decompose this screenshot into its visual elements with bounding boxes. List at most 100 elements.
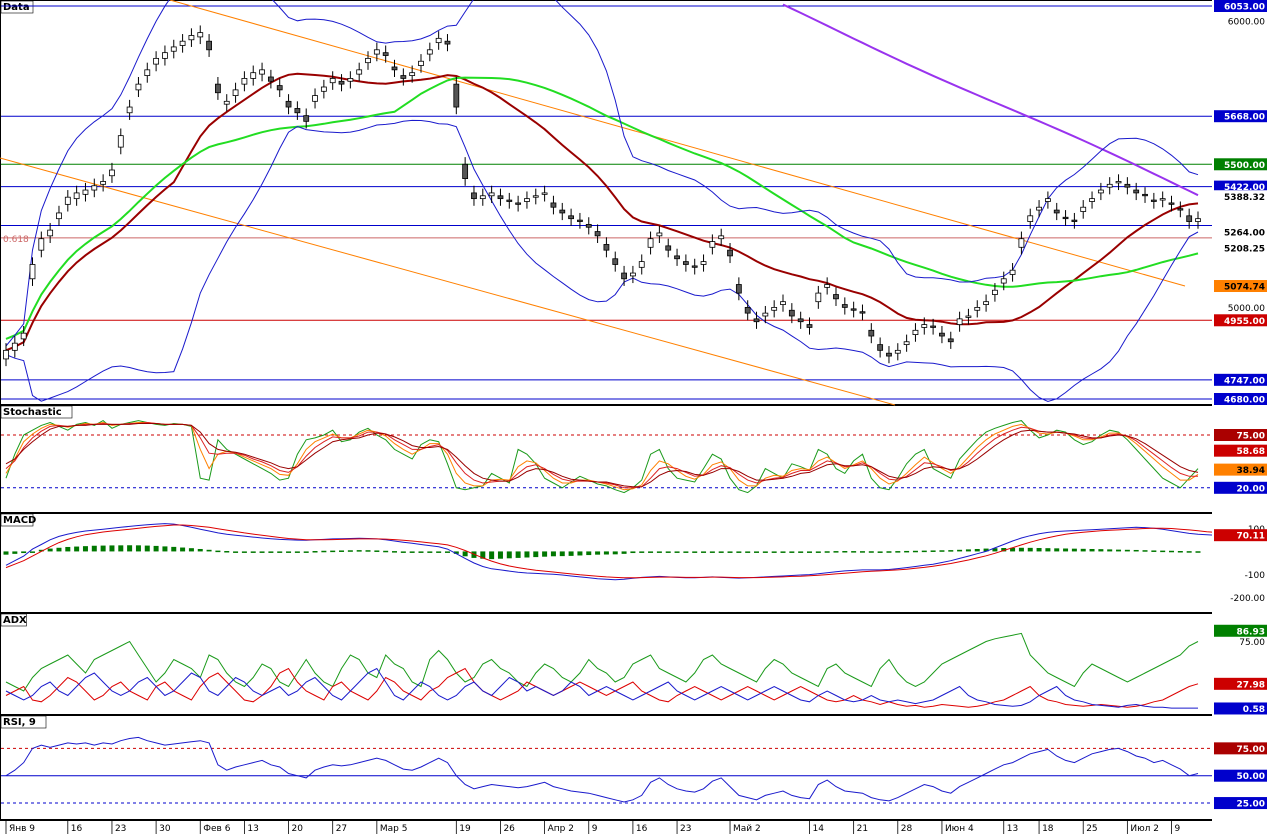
macd-histogram-bar bbox=[506, 551, 512, 559]
price-tag-label: 5074.74 bbox=[1224, 283, 1265, 293]
x-axis-label: 19 bbox=[459, 824, 471, 834]
macd-histogram-bar bbox=[603, 551, 609, 555]
macd-histogram-bar bbox=[374, 550, 380, 552]
macd-histogram-bar bbox=[3, 551, 9, 555]
candle-body bbox=[727, 249, 733, 257]
x-axis-label: 14 bbox=[812, 824, 824, 834]
candle-body bbox=[1177, 208, 1184, 211]
price-tag-bg bbox=[1214, 110, 1267, 123]
candle-body bbox=[329, 78, 336, 84]
x-axis-label: 20 bbox=[292, 824, 304, 834]
macd-histogram-bar bbox=[568, 551, 574, 556]
price-tag-label: 5388.32 bbox=[1224, 193, 1265, 203]
adx-title-box bbox=[0, 613, 27, 627]
macd-histogram-bar bbox=[595, 551, 601, 555]
macd-histogram-bar bbox=[383, 550, 389, 553]
macd-histogram-bar bbox=[965, 549, 971, 552]
x-axis-label: Июн 4 bbox=[945, 824, 974, 834]
macd-histogram-bar bbox=[171, 546, 177, 552]
candle-body bbox=[73, 192, 80, 200]
macd-tag-label: 70.11 bbox=[1237, 532, 1265, 542]
candle-body bbox=[630, 272, 636, 277]
macd-histogram-bar bbox=[277, 551, 283, 553]
candle-body bbox=[435, 37, 442, 44]
price-tag-bg bbox=[1214, 0, 1267, 12]
stochastic-title: Stochastic bbox=[3, 407, 62, 418]
candle-body bbox=[312, 95, 318, 102]
x-axis-label: Янв 9 bbox=[9, 824, 35, 834]
candle-body bbox=[744, 307, 751, 314]
candle-body bbox=[400, 75, 407, 79]
macd-histogram-bar bbox=[1133, 549, 1139, 552]
candle-body bbox=[894, 349, 901, 354]
macd-histogram-bar bbox=[736, 551, 742, 553]
price-axis-tick: 5000.00 bbox=[1228, 304, 1265, 314]
macd-histogram-bar bbox=[268, 551, 274, 553]
stochastic-tag-label: 75.00 bbox=[1237, 432, 1265, 442]
candle-body bbox=[56, 212, 62, 220]
macd-histogram-bar bbox=[974, 548, 980, 552]
stochastic-line bbox=[5, 419, 1199, 494]
macd-histogram-bar bbox=[135, 545, 141, 552]
price-tag-bg bbox=[1214, 280, 1267, 293]
stochastic-tag-bg bbox=[1214, 444, 1267, 457]
price-tag-bg bbox=[1214, 241, 1267, 254]
candle-body bbox=[1106, 183, 1113, 188]
macd-histogram-bar bbox=[65, 546, 71, 552]
price-tag-bg bbox=[1214, 180, 1267, 193]
macd-histogram-bar bbox=[886, 551, 892, 553]
candle-body bbox=[3, 349, 9, 360]
rsi-title-box bbox=[0, 715, 47, 729]
macd-histogram-bar bbox=[745, 551, 751, 553]
macd-histogram-bar bbox=[692, 551, 698, 553]
macd-histogram-bar bbox=[118, 545, 124, 552]
macd-histogram-bar bbox=[524, 551, 530, 558]
x-axis-label: 21 bbox=[857, 824, 868, 834]
stochastic-tag-bg bbox=[1214, 481, 1267, 494]
macd-histogram-bar bbox=[1116, 549, 1122, 552]
x-axis-label: 18 bbox=[1042, 824, 1054, 834]
x-axis-label: Июл 2 bbox=[1130, 824, 1159, 834]
macd-histogram-bar bbox=[453, 551, 459, 554]
candle-body bbox=[188, 35, 195, 41]
candle-body bbox=[294, 108, 301, 114]
macd-histogram-bar bbox=[780, 551, 786, 553]
candle-body bbox=[550, 202, 557, 208]
candle-body bbox=[126, 106, 133, 114]
candle-body bbox=[594, 231, 601, 237]
macd-histogram-bar bbox=[444, 551, 450, 553]
macd-histogram-bar bbox=[321, 550, 327, 553]
candle-body bbox=[788, 309, 795, 317]
macd-histogram-bar bbox=[144, 545, 150, 552]
candle-body bbox=[382, 52, 389, 56]
candle-body bbox=[1027, 215, 1034, 222]
macd-histogram-bar bbox=[1080, 548, 1086, 552]
stochastic-line bbox=[5, 423, 1199, 488]
macd-histogram-bar bbox=[1071, 548, 1077, 552]
macd-histogram-bar bbox=[1001, 548, 1007, 552]
candle-body bbox=[665, 245, 672, 251]
candle-body bbox=[250, 72, 257, 79]
macd-histogram-bar bbox=[224, 551, 230, 553]
candle-body bbox=[1195, 218, 1201, 222]
macd-histogram-bar bbox=[162, 546, 168, 552]
macd-histogram-bar bbox=[347, 550, 353, 552]
macd-histogram-bar bbox=[771, 551, 777, 553]
adx-tag-label: 86.93 bbox=[1237, 627, 1265, 637]
candle-body bbox=[559, 209, 566, 214]
macd-histogram-bar bbox=[701, 551, 707, 553]
macd-histogram-bar bbox=[29, 551, 35, 553]
macd-histogram-bar bbox=[47, 548, 53, 552]
candle-body bbox=[656, 232, 663, 237]
candle-body bbox=[162, 52, 168, 59]
macd-histogram-bar bbox=[1054, 548, 1060, 552]
macd-histogram-bar bbox=[656, 551, 662, 553]
candle-body bbox=[585, 223, 592, 228]
rsi-tag-label: 75.00 bbox=[1237, 745, 1265, 755]
candle-body bbox=[797, 318, 804, 323]
candle-body bbox=[1142, 193, 1148, 197]
macd-histogram-bar bbox=[303, 551, 309, 553]
macd-histogram-bar bbox=[612, 551, 618, 555]
macd-histogram-bar bbox=[983, 548, 989, 552]
